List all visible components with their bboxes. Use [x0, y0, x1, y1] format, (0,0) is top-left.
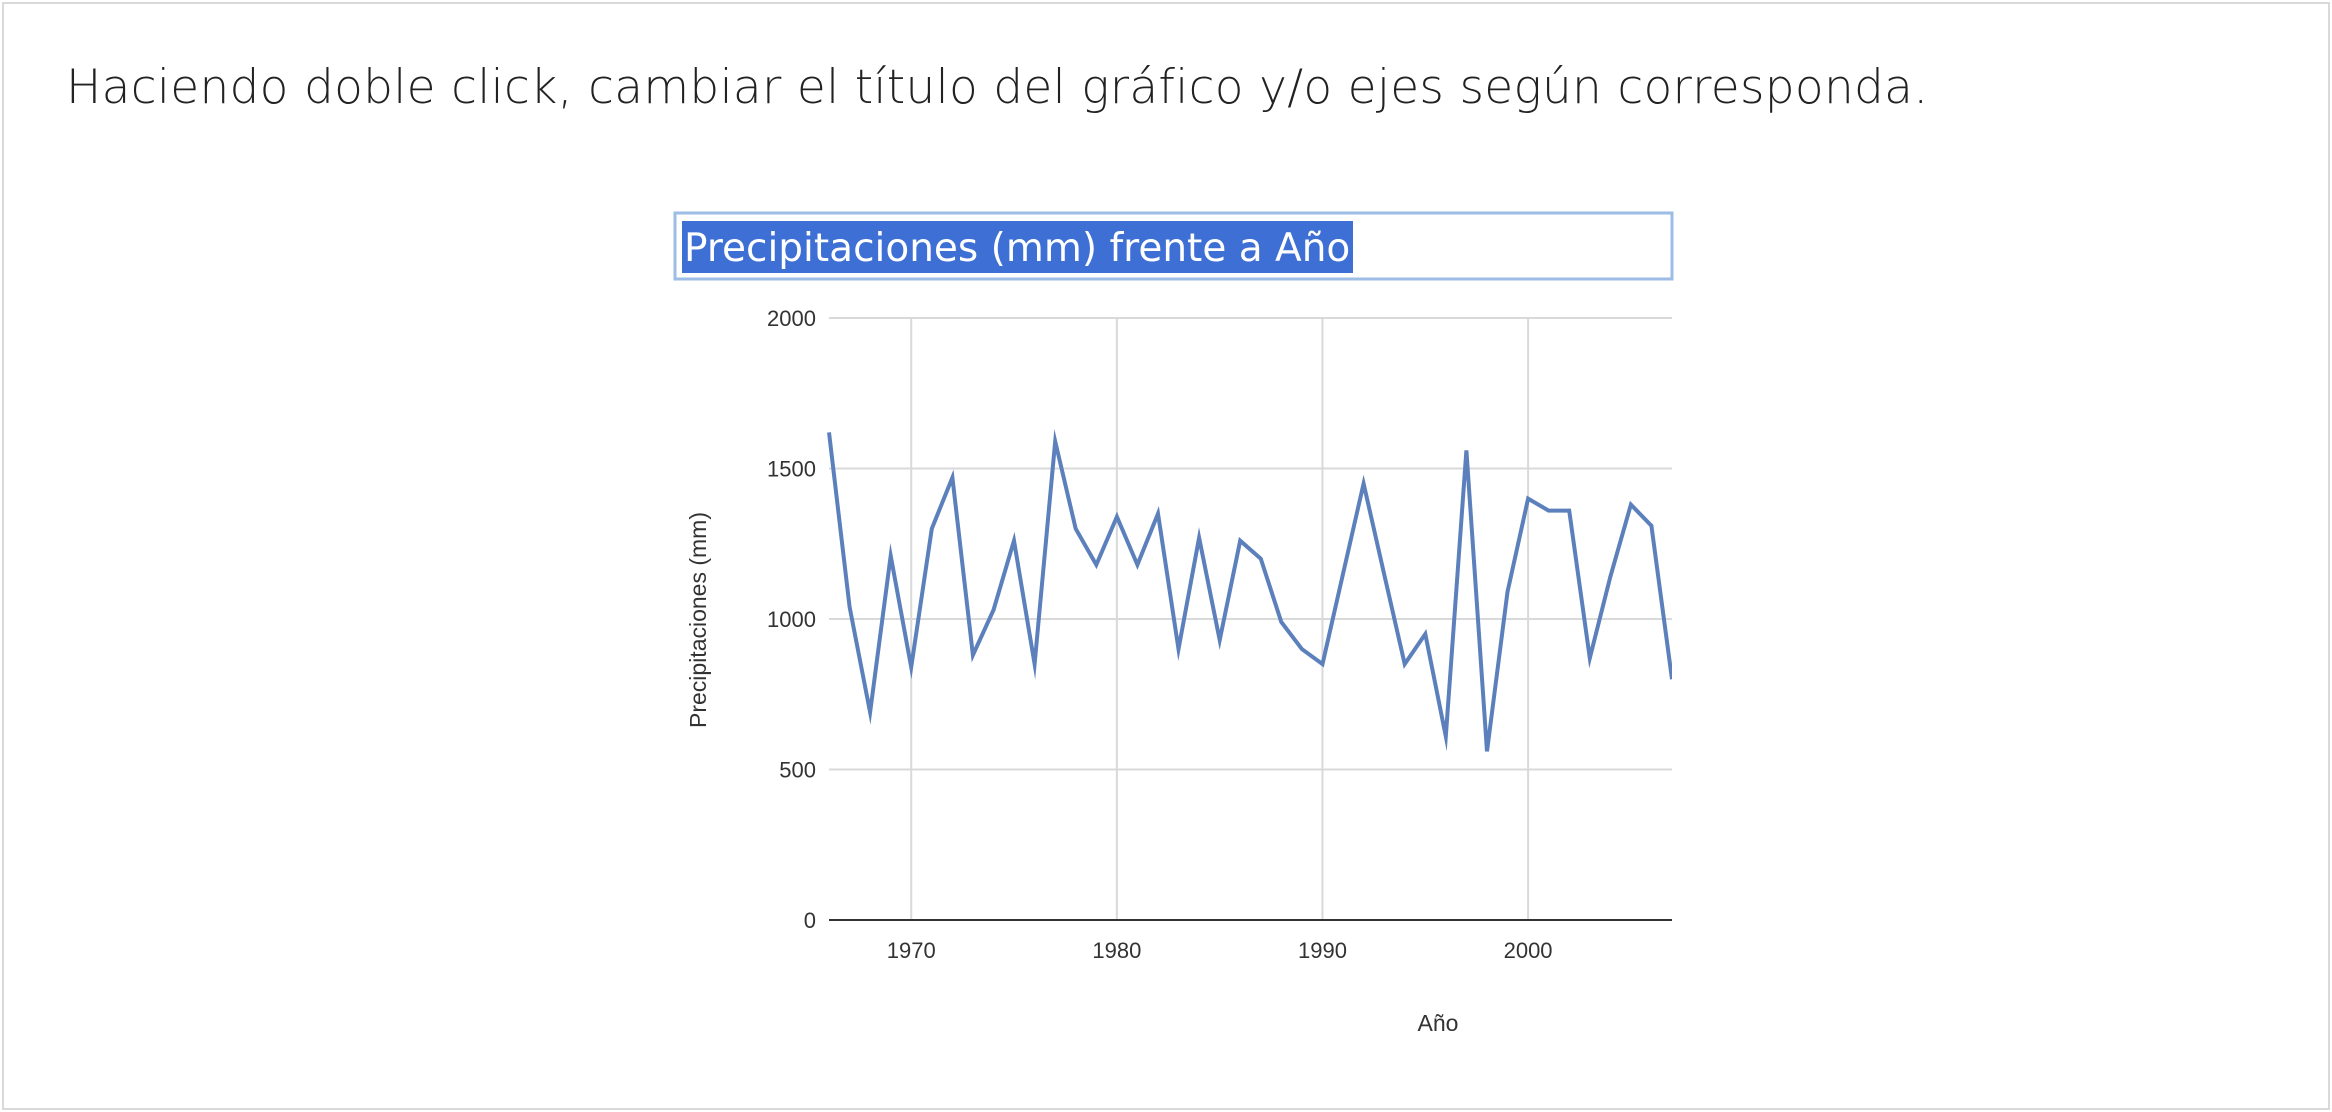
x-tick-label-1980: 1980: [1092, 938, 1141, 963]
series-line-0[interactable]: [827, 428, 1672, 752]
y-tick-label-1000: 1000: [767, 607, 816, 632]
instruction-text: Haciendo doble click, cambiar el título …: [66, 60, 1929, 115]
gridlines: [829, 317, 1672, 920]
x-tick-label-1990: 1990: [1298, 938, 1347, 963]
series-layer: [827, 428, 1672, 752]
y-axis-title[interactable]: Precipitaciones (mm): [685, 512, 711, 728]
tick-labels: 0 500 1000 1500 2000 1970 1980 1990 2000: [767, 306, 1553, 963]
chart-title[interactable]: Precipitaciones (mm) frente a Año: [673, 211, 1674, 281]
x-tick-label-2000: 2000: [1504, 938, 1553, 963]
chart-title-selection-highlight: [682, 221, 1353, 273]
x-tick-label-1970: 1970: [887, 938, 936, 963]
chart-title-text[interactable]: Precipitaciones (mm) frente a Año: [684, 226, 1350, 271]
y-tick-label-1500: 1500: [767, 457, 816, 482]
x-axis-title[interactable]: Año: [1418, 1010, 1459, 1036]
y-tick-label-2000: 2000: [767, 306, 816, 331]
y-tick-label-0: 0: [804, 908, 816, 933]
y-tick-label-500: 500: [779, 758, 816, 783]
